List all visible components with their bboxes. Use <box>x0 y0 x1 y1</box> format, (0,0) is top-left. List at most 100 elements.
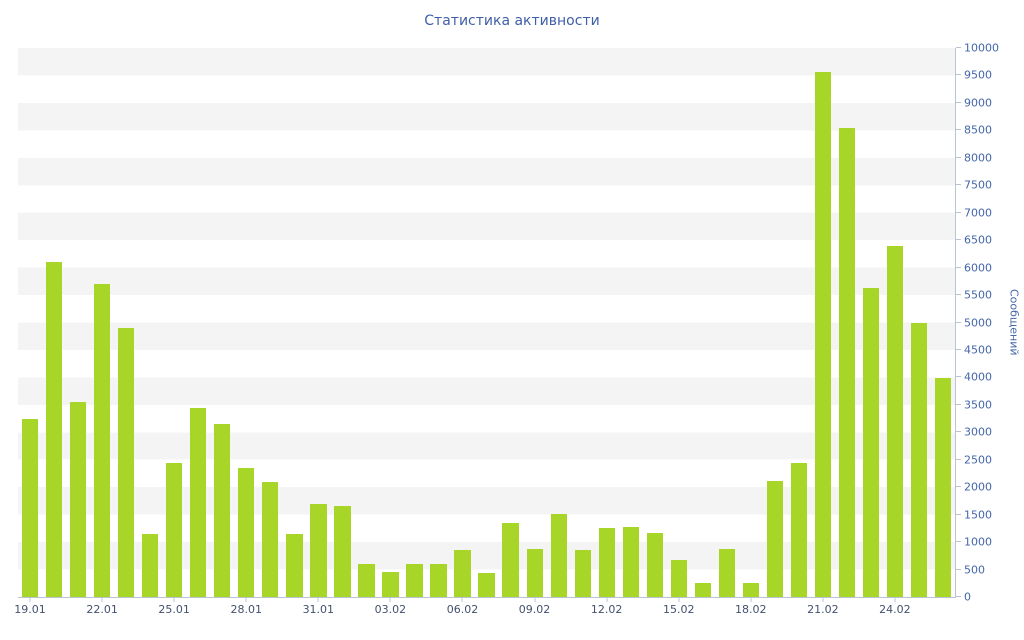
y-axis-tick <box>956 156 961 158</box>
bar-slot <box>210 48 234 597</box>
bar-17.02[interactable] <box>718 548 736 597</box>
bar-14.02[interactable] <box>646 532 663 597</box>
y-axis-label: 4500 <box>964 343 992 357</box>
bar-03.02[interactable] <box>382 572 399 597</box>
x-axis-label: 21.02 <box>807 603 839 616</box>
bar-19.02[interactable] <box>766 480 784 597</box>
y-axis-label: 10000 <box>964 41 999 55</box>
bar-23.02[interactable] <box>862 287 880 597</box>
y-axis-tick <box>956 101 961 103</box>
x-axis-label: 09.02 <box>518 603 551 616</box>
x-axis-label: 28.01 <box>230 603 262 616</box>
y-axis-tick <box>956 74 961 76</box>
bar-21.02[interactable] <box>814 71 832 597</box>
bar-slot <box>42 48 66 597</box>
x-axis-label: 22.01 <box>86 603 118 616</box>
y-axis-tick <box>956 184 961 186</box>
bar-25.02[interactable] <box>911 322 928 597</box>
bar-slot <box>66 48 90 597</box>
bar-slot <box>643 48 667 597</box>
bar-12.02[interactable] <box>598 527 615 597</box>
bar-24.02[interactable] <box>886 246 904 597</box>
x-axis-tick <box>534 598 536 602</box>
y-axis-label: 6000 <box>964 261 992 275</box>
x-axis-tick <box>389 598 391 602</box>
bar-31.01[interactable] <box>310 503 327 597</box>
y-axis-tick <box>956 211 961 213</box>
x-axis-label: 31.01 <box>302 603 335 616</box>
y-axis-label: 7000 <box>964 206 992 220</box>
y-axis-label: 6500 <box>964 233 992 247</box>
bar-22.01[interactable] <box>93 284 111 597</box>
bar-slot <box>186 48 210 597</box>
bar-slot <box>763 48 787 597</box>
y-axis-tick <box>956 321 961 323</box>
y-axis-label: 3500 <box>964 398 992 412</box>
plot-area <box>18 48 956 598</box>
bar-23.01[interactable] <box>117 328 135 597</box>
y-axis-label: 500 <box>964 563 985 577</box>
bar-20.01[interactable] <box>45 262 63 597</box>
y-axis-label: 1000 <box>964 535 992 549</box>
bar-slot <box>403 48 427 597</box>
bar-10.02[interactable] <box>550 513 567 597</box>
bar-26.01[interactable] <box>190 407 207 597</box>
bar-27.01[interactable] <box>214 424 231 597</box>
x-axis-tick <box>606 598 608 602</box>
x-axis-tick <box>29 598 31 602</box>
bar-24.01[interactable] <box>142 533 159 597</box>
bar-30.01[interactable] <box>286 533 303 597</box>
bar-05.02[interactable] <box>430 564 447 597</box>
bar-slot <box>354 48 378 597</box>
bar-08.02[interactable] <box>502 522 519 597</box>
bar-13.02[interactable] <box>622 526 639 597</box>
x-axis-label: 25.01 <box>158 603 190 616</box>
bar-20.02[interactable] <box>790 462 808 597</box>
bar-04.02[interactable] <box>406 564 423 597</box>
bar-26.02[interactable] <box>935 377 952 597</box>
y-axis-label: 0 <box>964 590 971 604</box>
y-axis-label: 5500 <box>964 288 992 302</box>
x-axis-tick <box>245 598 247 602</box>
x-axis-tick <box>750 598 752 602</box>
bar-slot <box>739 48 763 597</box>
y-axis-label: 2000 <box>964 480 992 494</box>
bar-slot <box>931 48 955 597</box>
bar-slot <box>667 48 691 597</box>
bar-28.01[interactable] <box>238 468 255 597</box>
bar-slot <box>330 48 354 597</box>
bar-18.02[interactable] <box>742 582 760 597</box>
bar-02.02[interactable] <box>358 564 375 597</box>
bar-22.02[interactable] <box>838 128 856 597</box>
y-axis-tick <box>956 266 961 268</box>
bar-slot <box>619 48 643 597</box>
bar-15.02[interactable] <box>670 559 688 597</box>
bar-21.01[interactable] <box>69 402 87 597</box>
y-axis-label: 2500 <box>964 453 992 467</box>
bar-slot <box>715 48 739 597</box>
bar-19.01[interactable] <box>21 418 39 597</box>
bar-slot <box>282 48 306 597</box>
x-axis-label: 19.01 <box>14 603 46 616</box>
bar-25.01[interactable] <box>166 462 183 597</box>
y-axis-tick <box>956 458 961 460</box>
bar-slot <box>907 48 931 597</box>
x-axis-tick <box>822 598 824 602</box>
x-axis-label: 24.02 <box>879 603 911 616</box>
y-axis-tick <box>956 294 961 296</box>
bar-09.02[interactable] <box>526 548 543 597</box>
bar-slot <box>835 48 859 597</box>
bar-29.01[interactable] <box>262 481 279 597</box>
bar-slot <box>859 48 883 597</box>
y-axis-tick <box>956 431 961 433</box>
y-axis: 0 500 1000 1500 2000 2500 3000 3500 4000 4500 5000… <box>956 43 1016 603</box>
bar-16.02[interactable] <box>694 582 712 597</box>
bar-slot <box>138 48 162 597</box>
bar-06.02[interactable] <box>454 550 471 597</box>
bar-11.02[interactable] <box>574 550 591 597</box>
y-axis-label: 3000 <box>964 425 992 439</box>
y-axis-tick <box>956 596 961 597</box>
bar-07.02[interactable] <box>478 573 495 597</box>
bar-01.02[interactable] <box>334 506 351 597</box>
